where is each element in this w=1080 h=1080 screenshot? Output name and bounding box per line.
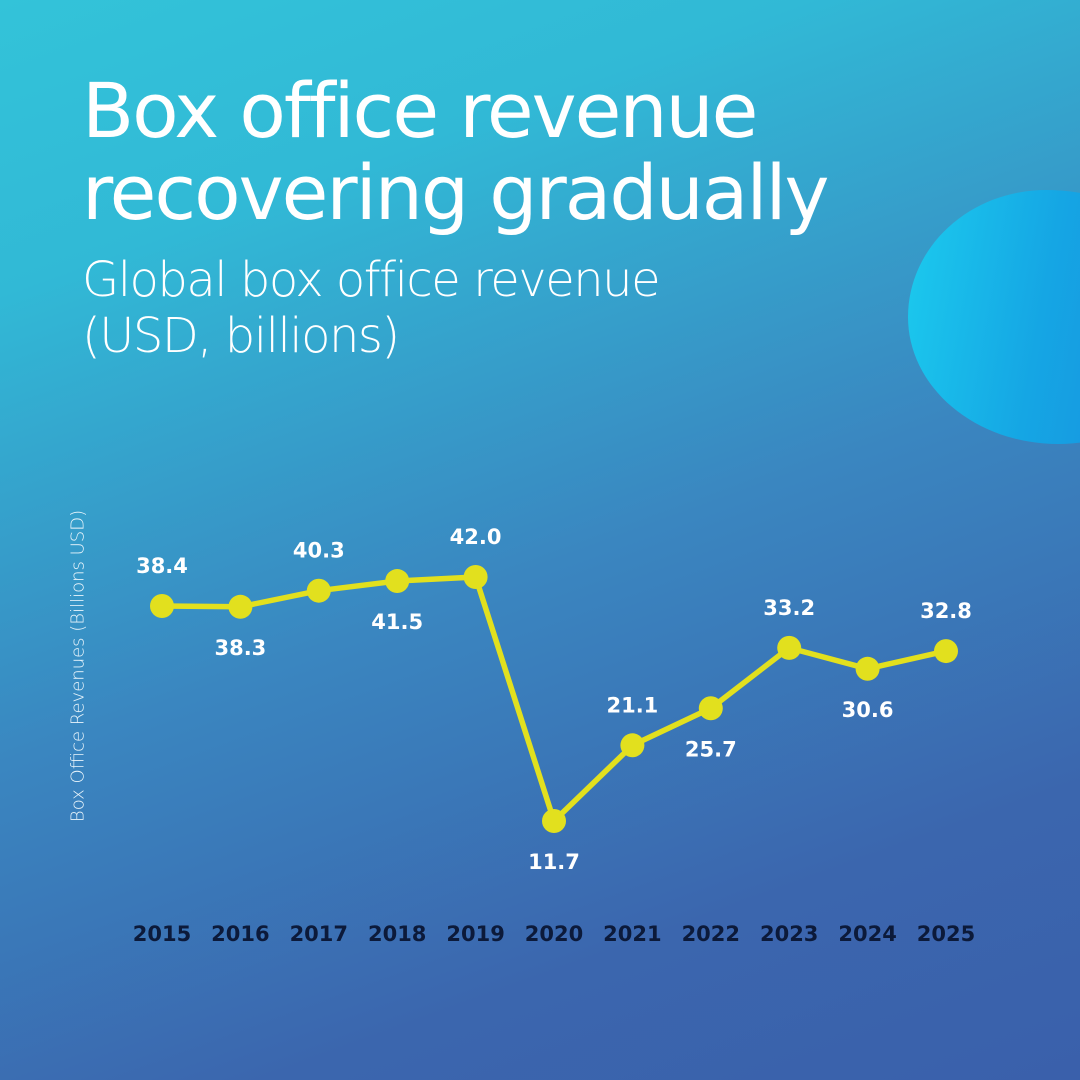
x-tick-label-2023: 2023 [760,922,818,946]
data-point-2018 [385,569,410,594]
data-label-2022: 25.7 [685,737,737,761]
data-label-2015: 38.4 [136,554,188,578]
data-point-2019 [463,565,488,589]
x-tick-label-2016: 2016 [211,922,269,946]
data-point-2023 [777,635,802,660]
data-point-2024 [855,656,880,681]
x-tick-label-2019: 2019 [446,922,504,946]
x-tick-label-2018: 2018 [368,922,426,946]
page-subtitle: Global box office revenue (USD, billions… [82,252,661,364]
data-point-2021 [620,733,645,758]
data-point-2022 [698,696,723,721]
data-point-2017 [306,578,331,603]
data-point-2016 [228,594,253,619]
data-point-2025 [934,639,958,664]
x-tick-label-2017: 2017 [290,922,348,946]
data-label-2025: 32.8 [920,599,972,623]
x-tick-label-2025: 2025 [917,922,975,946]
data-point-2015 [150,593,174,618]
x-tick-label-2015: 2015 [133,922,191,946]
data-label-2019: 42.0 [450,525,502,549]
data-point-2020 [542,809,566,833]
data-label-2021: 21.1 [606,693,658,717]
data-label-2020: 11.7 [528,850,580,874]
x-tick-label-2022: 2022 [682,922,740,946]
x-tick-label-2021: 2021 [603,922,661,946]
x-tick-label-2020: 2020 [525,922,583,946]
data-label-2017: 40.3 [293,539,345,563]
data-label-2024: 30.6 [842,698,894,722]
data-label-2016: 38.3 [214,636,266,660]
series-line [159,574,949,824]
page-title: Box office revenue recovering gradually [82,66,830,237]
data-label-2023: 33.2 [763,596,815,620]
data-label-2018: 41.5 [371,610,423,634]
x-tick-label-2024: 2024 [838,922,896,946]
